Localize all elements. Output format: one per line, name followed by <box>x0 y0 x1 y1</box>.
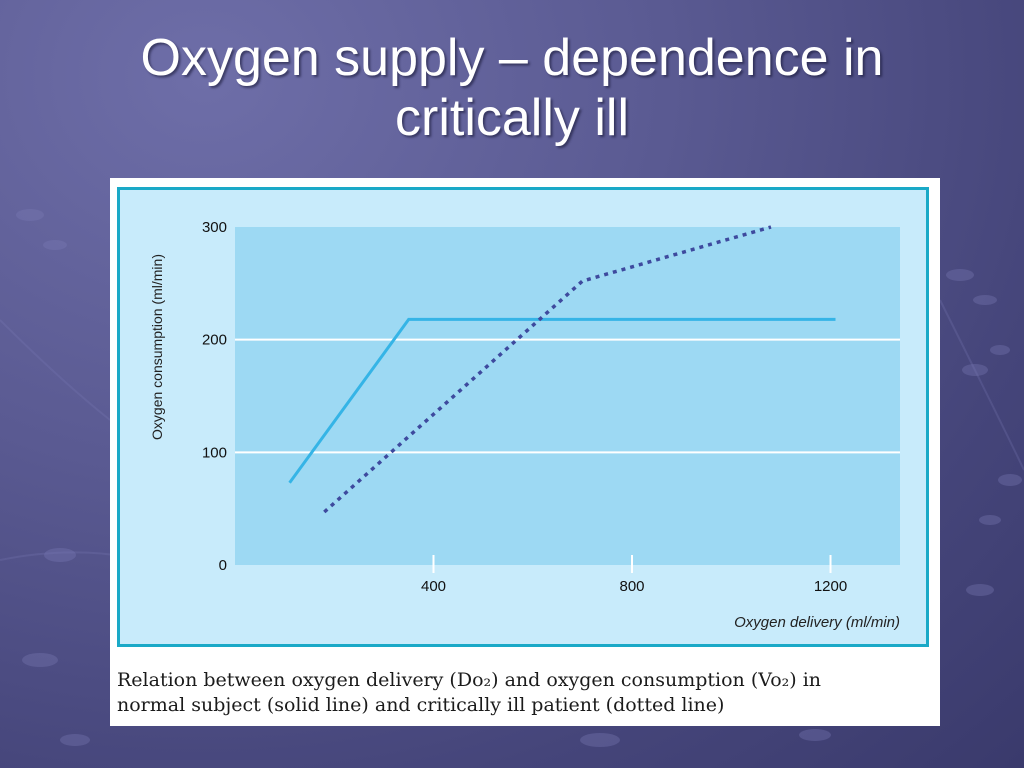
plot-area <box>235 227 900 565</box>
x-axis-label: Oxygen delivery (ml/min) <box>734 614 900 631</box>
y-axis-label: Oxygen consumption (ml/min) <box>149 254 165 440</box>
chart-svg: 0 100 200 300 400 800 1200 Oxygen consumption … <box>149 219 900 631</box>
y-tick-label-0: 0 <box>219 557 227 574</box>
slide-title-line-2: critically ill <box>395 89 629 147</box>
series-line-dotted <box>323 225 772 514</box>
figure-caption: Relation between oxygen delivery (Do₂) a… <box>117 668 917 718</box>
series-line-solid <box>288 317 836 484</box>
y-tick-label-200: 200 <box>202 332 227 349</box>
chart-frame: 0 100 200 300 400 800 1200 Oxygen consumption … <box>117 187 929 647</box>
caption-line-1: Relation between oxygen delivery (Do₂) a… <box>117 669 822 691</box>
slide-title: Oxygen supply – dependence in critically… <box>0 28 1024 148</box>
y-tick-label-300: 300 <box>202 219 227 236</box>
y-tick-label-100: 100 <box>202 444 227 461</box>
x-tick-label-800: 800 <box>619 578 644 595</box>
x-tick-label-1200: 1200 <box>814 578 847 595</box>
slide-title-line-1: Oxygen supply – dependence in <box>140 29 884 87</box>
x-tick-label-400: 400 <box>421 578 446 595</box>
figure-card: 0 100 200 300 400 800 1200 Oxygen consumption … <box>110 178 940 726</box>
caption-line-2: normal subject (solid line) and critical… <box>117 694 725 716</box>
